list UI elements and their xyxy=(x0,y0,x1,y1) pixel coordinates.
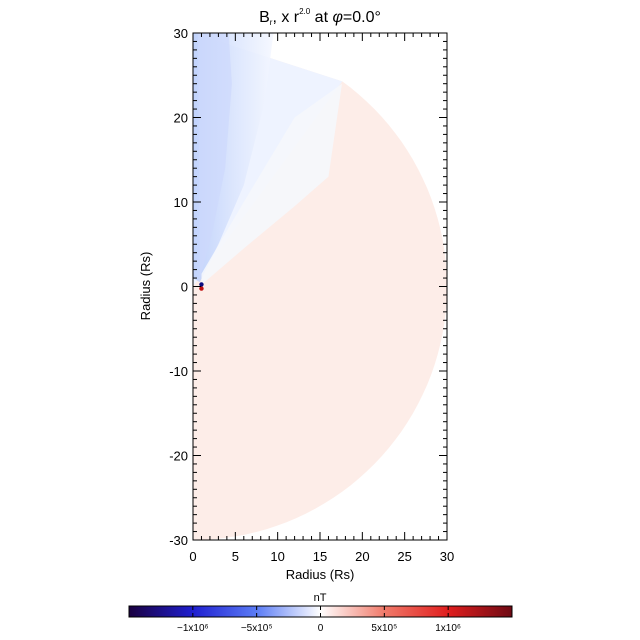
colorbar-ticks: −1x10⁶ −5x10⁵ 0 5x10⁵ 1x10⁶ xyxy=(177,606,461,634)
y-tick-label: -20 xyxy=(169,449,188,464)
x-axis: 0 5 10 15 20 25 30 xyxy=(189,33,454,564)
x-tick-label: 10 xyxy=(270,549,284,564)
x-tick-label: 5 xyxy=(232,549,239,564)
field-map xyxy=(193,33,447,540)
colorbar-tick-label: −1x10⁶ xyxy=(177,623,209,634)
colorbar-tick-label: 0 xyxy=(318,623,324,634)
y-axis-label: Radius (Rs) xyxy=(138,252,153,321)
planet-north-pole xyxy=(199,282,204,287)
y-tick-label: 20 xyxy=(174,111,188,126)
colorbar-tick-label: −5x10⁵ xyxy=(241,623,273,634)
x-tick-label: 30 xyxy=(440,549,454,564)
y-tick-label: 30 xyxy=(174,26,188,41)
colorbar-tick-label: 1x10⁶ xyxy=(435,623,461,634)
x-tick-label: 25 xyxy=(397,549,411,564)
chart-title: Br, x r2.0 at φ=0.0° xyxy=(259,7,381,27)
x-tick-label: 15 xyxy=(313,549,327,564)
colorbar-label: nT xyxy=(314,592,327,604)
x-tick-label: 0 xyxy=(189,549,196,564)
y-axis: 30 20 10 0 -10 -20 -30 xyxy=(169,26,447,548)
y-tick-label: -30 xyxy=(169,533,188,548)
y-tick-label: 0 xyxy=(181,280,188,295)
x-axis-label: Radius (Rs) xyxy=(286,567,355,582)
colorbar-tick-label: 5x10⁵ xyxy=(371,623,397,634)
x-tick-label: 20 xyxy=(355,549,369,564)
y-tick-label: 10 xyxy=(174,195,188,210)
inner-lobe xyxy=(198,33,232,278)
y-tick-label: -10 xyxy=(169,364,188,379)
planet-south-pole xyxy=(199,286,204,291)
transition-band xyxy=(201,83,342,285)
